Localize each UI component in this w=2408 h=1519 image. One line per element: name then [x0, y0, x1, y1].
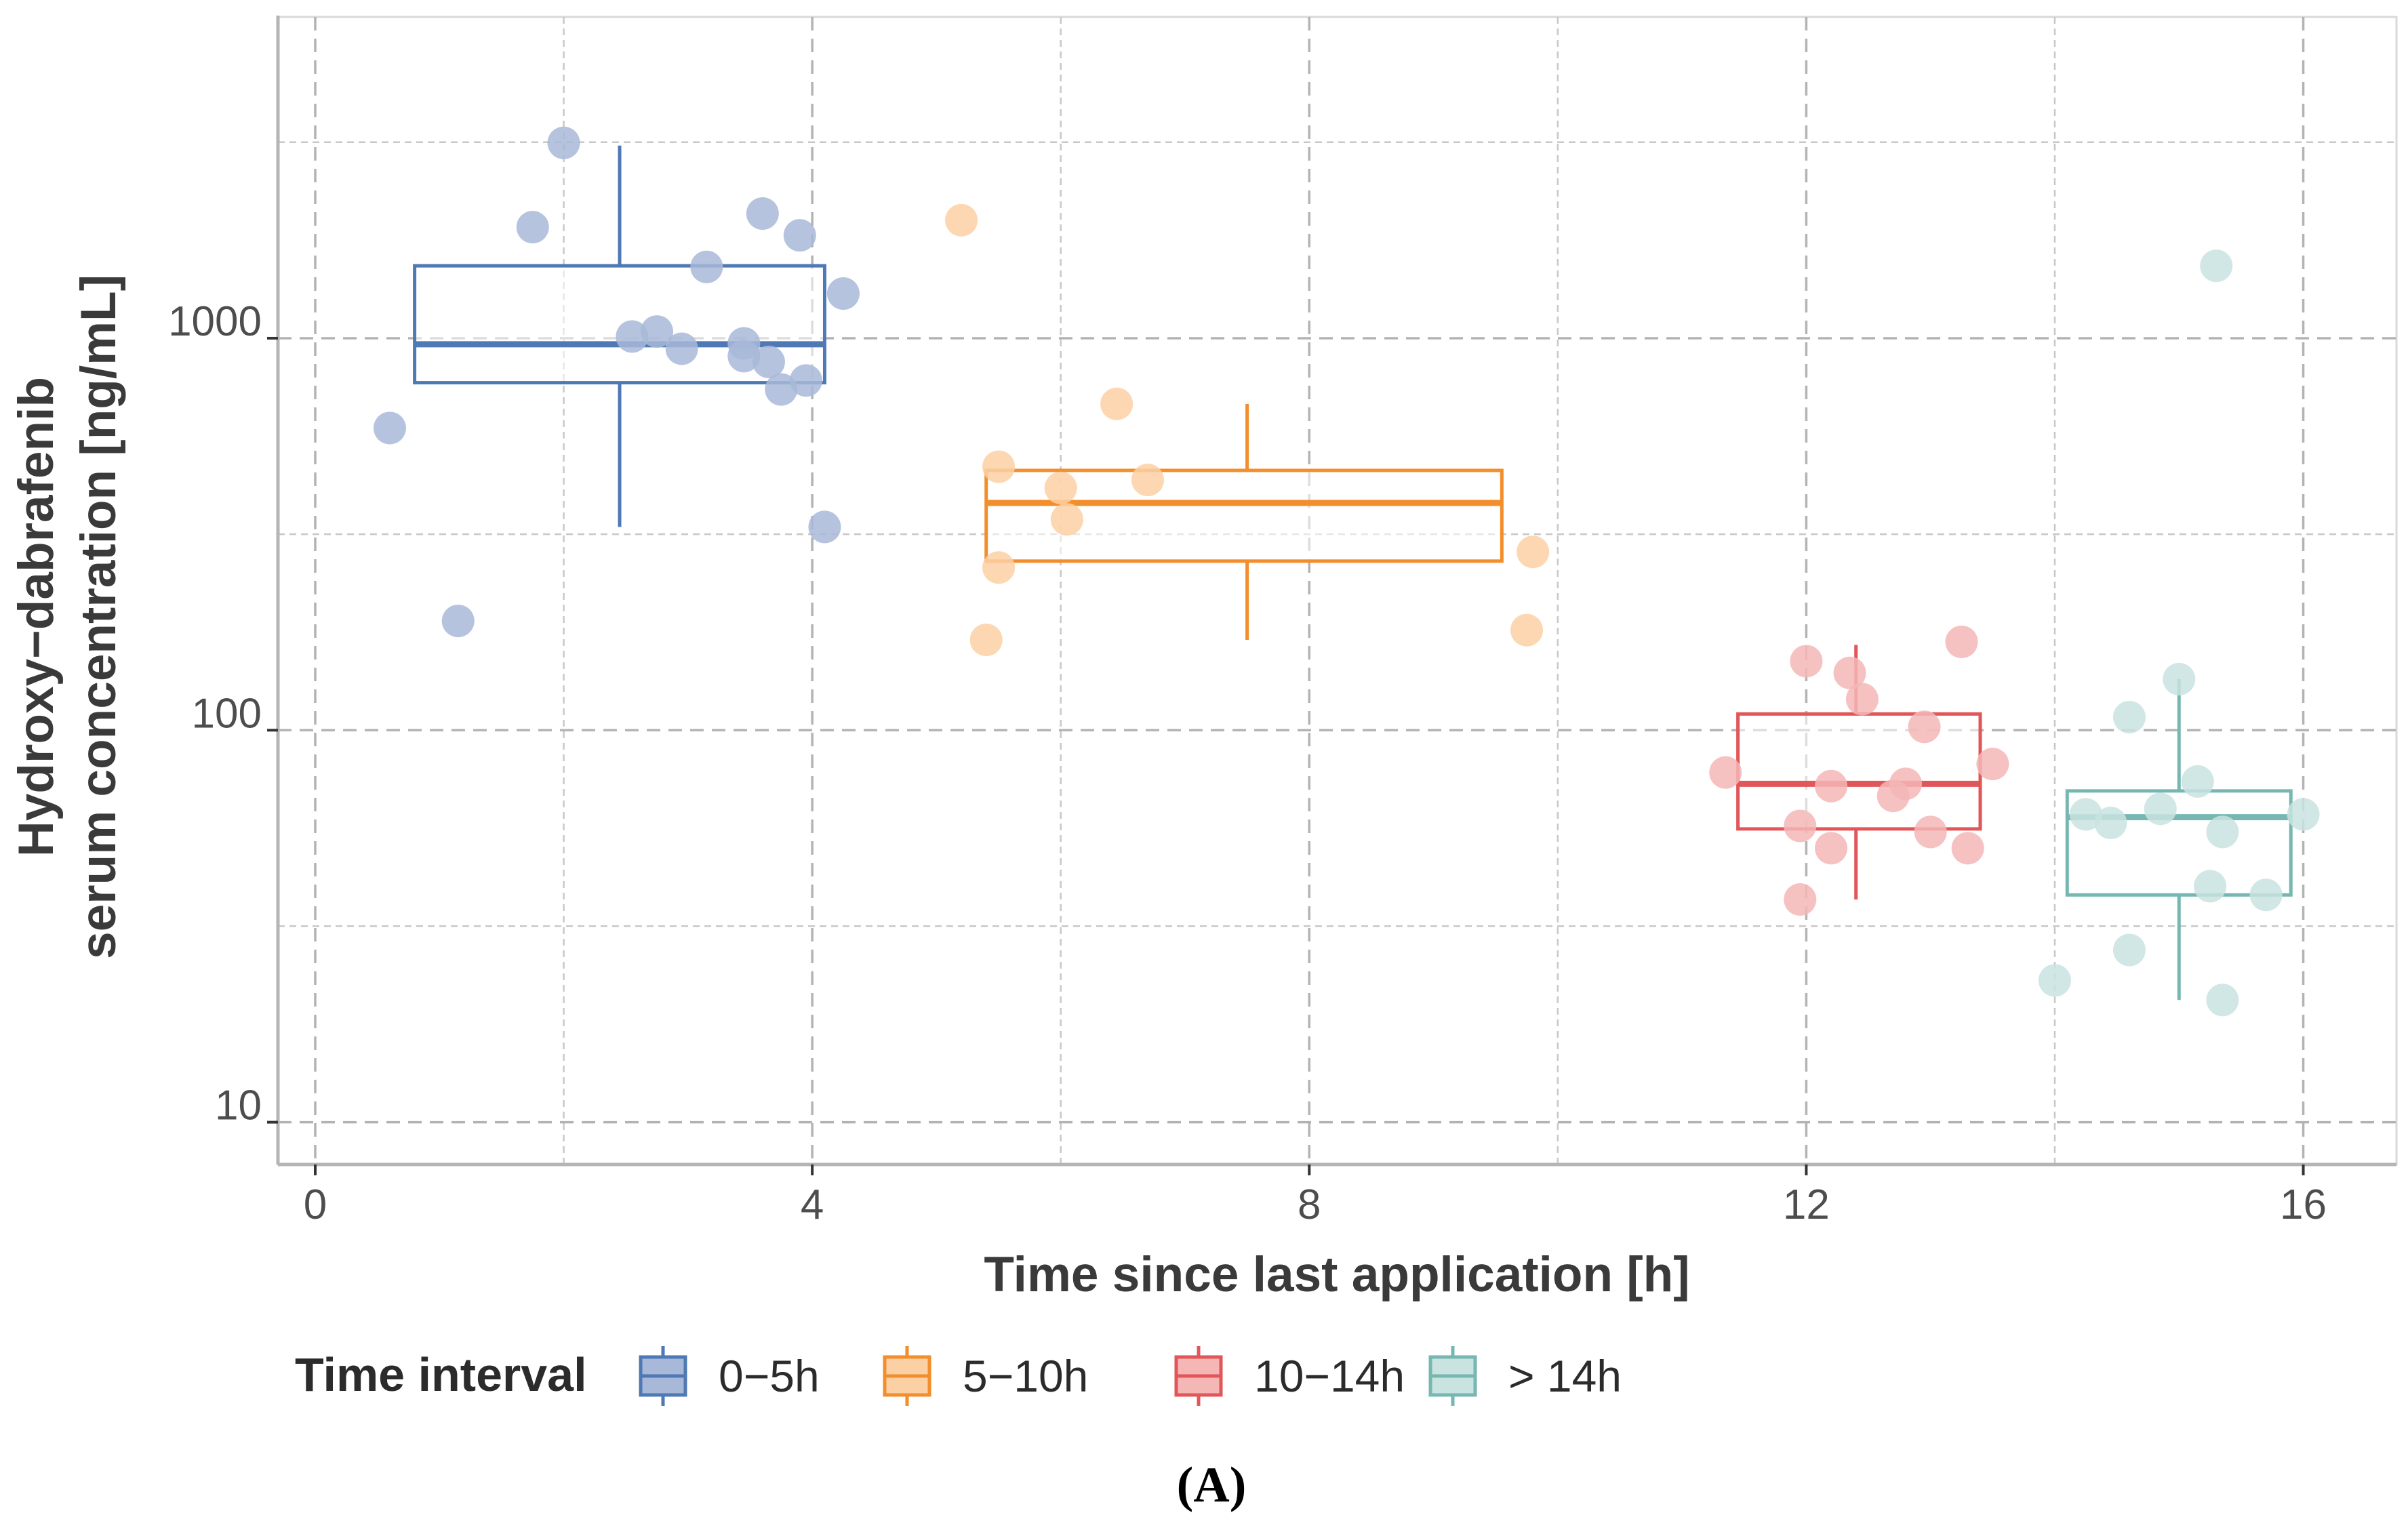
data-point [516, 211, 549, 244]
y-tick-label: 1000 [168, 298, 262, 345]
data-point [826, 277, 860, 310]
data-point [2206, 984, 2239, 1017]
legend-item: 5−10h [883, 1346, 1088, 1406]
data-point [1815, 832, 1848, 865]
axes: 0 4 8 12 16 10 100 1000 [168, 16, 2396, 1228]
legend-label: 10−14h [1254, 1351, 1405, 1401]
data-point [1889, 767, 1923, 801]
grid [277, 16, 2398, 1166]
x-tick-label: 12 [1783, 1181, 1830, 1228]
data-point [665, 332, 698, 365]
data-point [746, 197, 779, 230]
data-point [1833, 656, 1866, 689]
box [2065, 789, 2293, 897]
data-point [2249, 878, 2283, 912]
legend-title: Time interval [295, 1348, 587, 1401]
x-tick-label: 4 [801, 1181, 824, 1228]
data-point [2094, 807, 2127, 840]
data-point [1951, 832, 1984, 865]
data-point [2112, 933, 2146, 967]
data-point [783, 219, 816, 252]
x-tick-label: 0 [304, 1181, 327, 1228]
data-point [547, 126, 580, 159]
data-point [1100, 387, 1133, 420]
data-point [1784, 809, 1817, 843]
y-tick-label: 100 [192, 690, 262, 737]
data-point [808, 510, 841, 544]
legend-label: 0−5h [719, 1351, 820, 1401]
data-point [641, 315, 674, 348]
data-point [752, 345, 785, 378]
data-point [1044, 471, 1077, 504]
x-tick-label: 8 [1298, 1181, 1321, 1228]
data-point [2194, 870, 2227, 903]
legend-label: > 14h [1508, 1351, 1622, 1401]
data-point [373, 411, 406, 445]
data-point [1050, 503, 1083, 536]
y-axis-title-line1: Hydroxy−dabrafenib [9, 377, 64, 857]
data-point [2200, 249, 2233, 283]
data-point [2163, 662, 2196, 695]
data-point [727, 340, 761, 373]
box [1736, 712, 1982, 831]
legend-item: 0−5h [639, 1346, 820, 1406]
data-point [982, 551, 1016, 584]
data-point [1784, 883, 1817, 916]
data-point [2206, 815, 2239, 849]
data-point [2287, 798, 2320, 831]
data-point [2038, 964, 2071, 997]
data-point [1517, 535, 1550, 569]
data-point [441, 605, 475, 638]
y-tick-label: 10 [215, 1082, 262, 1129]
data-point [1976, 748, 2009, 781]
data-point [690, 250, 723, 283]
data-point [2112, 700, 2146, 733]
data-point [2181, 765, 2214, 798]
data-point [1845, 683, 1879, 716]
data-points [373, 126, 2320, 1017]
data-point [1709, 756, 1742, 789]
data-point [1914, 815, 1947, 849]
data-point [1131, 464, 1164, 497]
legend: Time interval 0−5h 5−10h 10−14h > 14h [295, 1346, 1622, 1406]
data-point [1908, 710, 1941, 744]
boxplot-10-14h [1736, 645, 1982, 899]
y-axis-title-line2: serum concentration [ng/mL] [71, 275, 126, 959]
data-point [2144, 792, 2177, 826]
x-axis-title: Time since last application [h] [984, 1247, 1689, 1302]
boxplot-14h [2065, 679, 2293, 1000]
data-point [1945, 625, 1978, 658]
plot-panel [277, 16, 2398, 1166]
data-point [969, 624, 1003, 657]
panel-label: (A) [1177, 1457, 1247, 1513]
data-point [945, 203, 978, 237]
legend-item: > 14h [1428, 1346, 1622, 1406]
data-point [1790, 645, 1823, 678]
data-point [1815, 769, 1848, 803]
data-point [982, 450, 1016, 483]
data-point [616, 320, 649, 353]
legend-label: 5−10h [963, 1351, 1088, 1401]
data-point [789, 364, 822, 397]
x-tick-label: 16 [2280, 1181, 2327, 1228]
data-point [2069, 798, 2102, 831]
data-point [1510, 613, 1544, 647]
data-point [765, 373, 798, 406]
legend-item: 10−14h [1174, 1346, 1405, 1406]
